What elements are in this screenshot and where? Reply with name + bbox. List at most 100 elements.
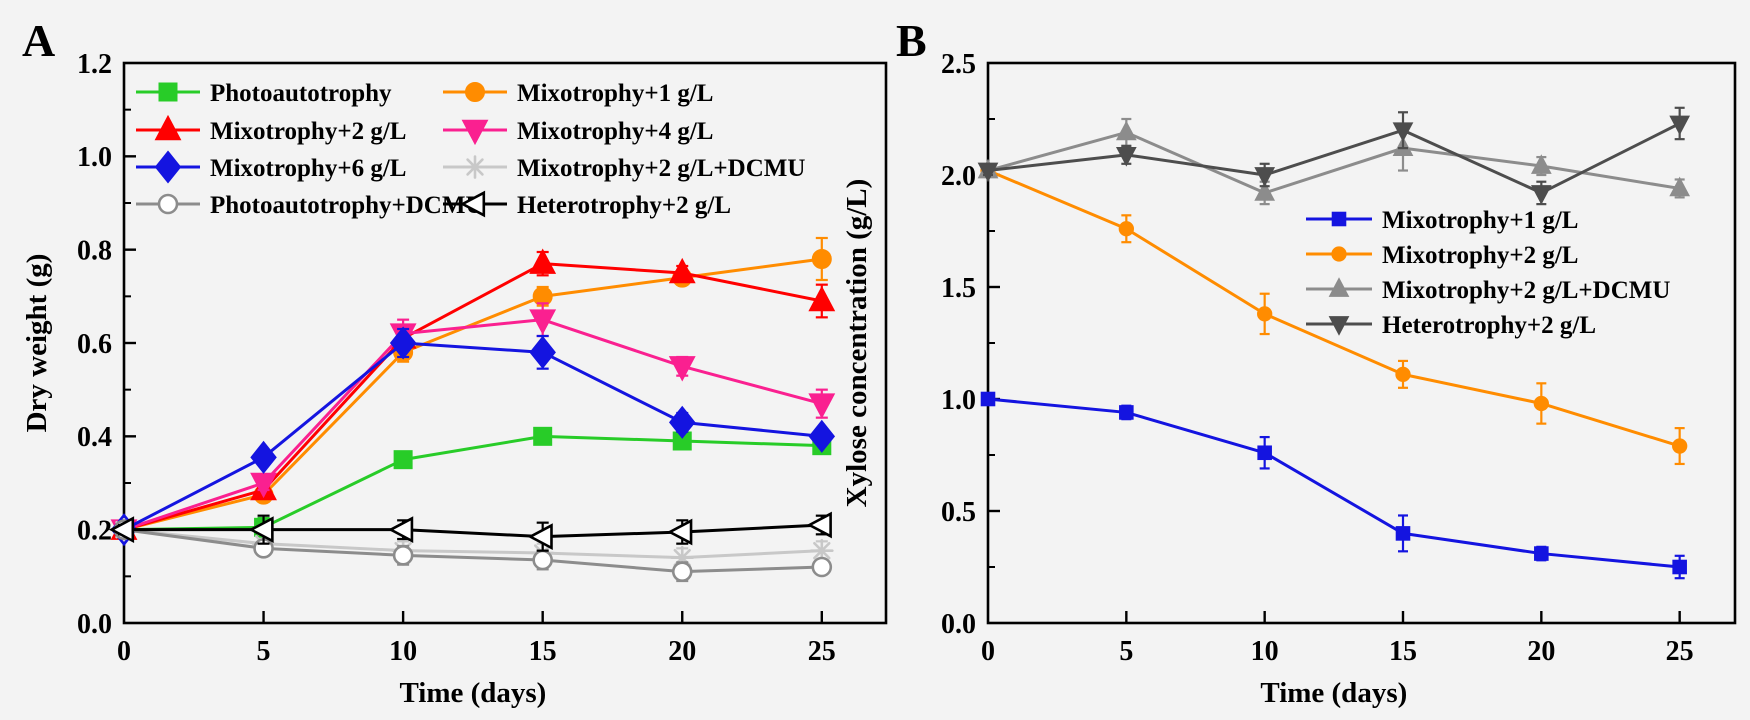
marker-square bbox=[533, 426, 553, 446]
marker-triangle-up bbox=[668, 257, 696, 284]
y-tick-label: 0.0 bbox=[77, 609, 112, 640]
marker-triangle-up bbox=[529, 248, 557, 274]
marker-triangle-left bbox=[527, 523, 553, 551]
marker-triangle-down bbox=[1669, 115, 1691, 136]
legend-item-mixotrophy-6-g-l: Mixotrophy+6 g/L bbox=[136, 150, 406, 184]
series-mixotrophy-2-g-l bbox=[110, 248, 836, 540]
legend-label: Photoautotrophy+DCMU bbox=[210, 192, 484, 219]
marker-triangle-down bbox=[529, 309, 557, 335]
y-tick-label: 1.0 bbox=[941, 385, 976, 416]
marker-triangle-down bbox=[668, 356, 696, 382]
x-tick-label: 10 bbox=[1251, 636, 1279, 667]
marker-circle bbox=[1672, 438, 1688, 454]
panel-A: A 0.0 0.2 0.4 0.6 0.8 1.0 1.2 0 5 10 15 20 25 Time (da… bbox=[21, 15, 888, 709]
x-tick-label: 0 bbox=[117, 636, 131, 667]
series-mixotrophy-2-g-l-dcmu bbox=[977, 117, 1691, 206]
marker-triangle-down bbox=[1328, 316, 1350, 336]
marker-diamond bbox=[154, 150, 182, 184]
y-tick-label: 1.2 bbox=[77, 49, 112, 80]
legend-item-photoautotrophy: Photoautotrophy bbox=[136, 80, 392, 107]
x-tick-label: 5 bbox=[257, 636, 271, 667]
marker-diamond bbox=[808, 419, 836, 453]
error-bars bbox=[983, 393, 1685, 580]
marker-triangle-up bbox=[1530, 154, 1552, 174]
series-line bbox=[124, 523, 822, 539]
marker-triangle-down bbox=[1392, 122, 1414, 142]
legend-label: Mixotrophy+2 g/L+DCMU bbox=[1382, 277, 1670, 304]
y-tick-label: 2.5 bbox=[941, 49, 976, 80]
marker-diamond bbox=[389, 326, 417, 360]
x-tick-label: 15 bbox=[529, 636, 557, 667]
x-axis-title: Time (days) bbox=[399, 677, 546, 709]
marker-triangle-down bbox=[461, 119, 489, 146]
legend-item-mixotrophy-2-g-l-dcmu: Mixotrophy+2 g/L+DCMU bbox=[443, 155, 805, 182]
marker-circle bbox=[465, 82, 485, 102]
legend-item-heterotrophy-2-g-l: Heterotrophy+2 g/L bbox=[1306, 312, 1596, 339]
marker-square bbox=[1119, 405, 1134, 420]
panel-label-A: A bbox=[22, 15, 55, 66]
series-line bbox=[987, 169, 1681, 448]
series-heterotrophy-2-g-l bbox=[977, 106, 1691, 206]
series-line bbox=[123, 434, 822, 532]
x-tick-label: 25 bbox=[1666, 636, 1694, 667]
series-photoautotrophy bbox=[114, 426, 832, 540]
legend-item-mixotrophy-2-g-l: Mixotrophy+2 g/L bbox=[136, 114, 406, 145]
marker-square bbox=[1331, 211, 1347, 227]
error-bars bbox=[118, 236, 828, 536]
marker-circle bbox=[1331, 246, 1347, 262]
legend-item-mixotrophy-1-g-l: Mixotrophy+1 g/L bbox=[1306, 207, 1578, 234]
panel-B: B 0.0 0.5 1.0 1.5 2.0 2.5 0 5 10 15 20 25 Time (days)… bbox=[841, 15, 1737, 709]
legend-label: Mixotrophy+2 g/L bbox=[1382, 242, 1578, 269]
x-tick-label: 5 bbox=[1119, 636, 1133, 667]
series-line bbox=[123, 528, 822, 574]
legend-item-mixotrophy-1-g-l: Mixotrophy+1 g/L bbox=[443, 80, 713, 107]
marker-circle bbox=[811, 556, 833, 578]
marker-circle bbox=[1395, 366, 1411, 383]
marker-square bbox=[1395, 526, 1411, 541]
x-tick-label: 20 bbox=[668, 636, 696, 667]
legend-label: Heterotrophy+2 g/L bbox=[517, 192, 731, 219]
plot-border bbox=[122, 61, 888, 625]
series-line bbox=[123, 257, 823, 532]
marker-circle bbox=[811, 249, 832, 269]
axes: 0.0 0.5 1.0 1.5 2.0 2.5 0 5 10 15 20 25 bbox=[941, 49, 1694, 667]
series-mixotrophy-1-g-l bbox=[980, 391, 1687, 580]
series-line bbox=[123, 318, 823, 532]
marker-triangle-up bbox=[154, 114, 182, 141]
marker-circle bbox=[671, 561, 693, 582]
legend-A: Photoautotrophy Mixotrophy+1 g/L Mixotroph… bbox=[136, 80, 805, 219]
series-line bbox=[123, 341, 822, 531]
y-tick-label: 1.5 bbox=[941, 273, 976, 304]
y-axis-title: Xylose concentration (g/L) bbox=[841, 179, 873, 508]
plot-border bbox=[986, 61, 1737, 625]
marker-circle bbox=[1257, 306, 1273, 322]
legend-label: Mixotrophy+6 g/L bbox=[210, 155, 406, 182]
series-line bbox=[987, 122, 1681, 195]
error-bars bbox=[118, 250, 828, 536]
marker-triangle-up bbox=[1669, 176, 1691, 197]
series-heterotrophy-2-g-l bbox=[108, 511, 832, 552]
legend-item-mixotrophy-2-g-l-dcmu: Mixotrophy+2 g/L+DCMU bbox=[1306, 277, 1670, 304]
x-axis-title: Time (days) bbox=[1260, 677, 1407, 709]
marker-circle bbox=[532, 549, 553, 571]
legend-label: Mixotrophy+4 g/L bbox=[517, 118, 713, 145]
y-tick-label: 0.8 bbox=[77, 235, 112, 266]
marker-square bbox=[1672, 559, 1687, 575]
x-tick-label: 10 bbox=[389, 636, 417, 667]
marker-triangle-up bbox=[808, 285, 836, 312]
y-tick-label: 0.5 bbox=[941, 497, 976, 528]
marker-asterisk bbox=[463, 155, 487, 179]
marker-square bbox=[1257, 445, 1272, 461]
marker-triangle-left bbox=[667, 518, 693, 546]
legend-item-mixotrophy-2-g-l: Mixotrophy+2 g/L bbox=[1306, 242, 1578, 269]
legend-label: Heterotrophy+2 g/L bbox=[1382, 312, 1596, 339]
y-tick-label: 0.0 bbox=[941, 609, 976, 640]
series-mixotrophy-1-g-l bbox=[114, 236, 832, 540]
marker-triangle-up bbox=[1115, 120, 1137, 141]
x-tick-label: 25 bbox=[808, 636, 836, 667]
legend-item-heterotrophy-2-g-l: Heterotrophy+2 g/L bbox=[443, 190, 731, 219]
marker-asterisk bbox=[810, 538, 834, 563]
axes: 0.0 0.2 0.4 0.6 0.8 1.0 1.2 0 5 10 15 20 25 bbox=[77, 49, 836, 667]
x-tick-label: 0 bbox=[981, 636, 995, 667]
